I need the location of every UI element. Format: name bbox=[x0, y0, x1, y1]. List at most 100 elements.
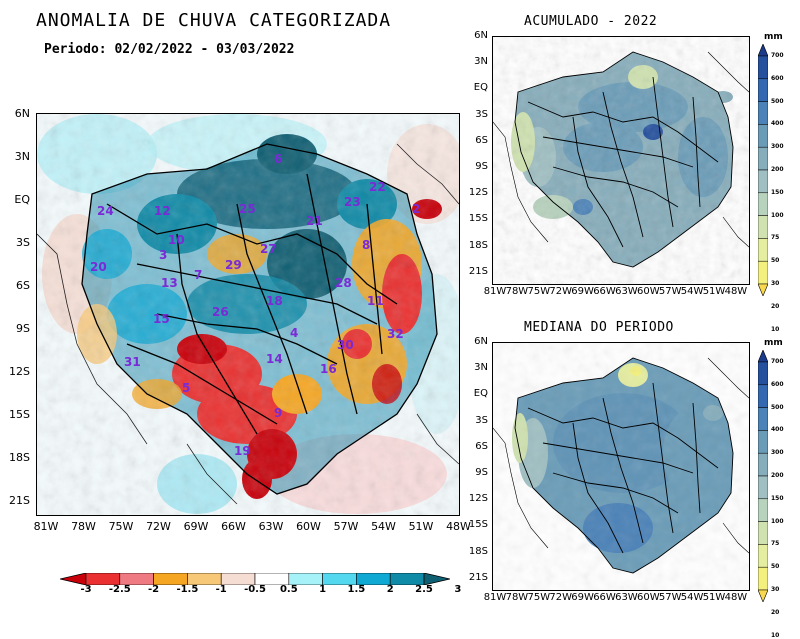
basin-label: 32 bbox=[387, 327, 404, 341]
precip-colorbar-tick-label: 10 bbox=[771, 325, 780, 333]
acumulado_map-lat-label: 15S bbox=[468, 213, 488, 225]
main-lon-label: 72W bbox=[146, 520, 171, 533]
precip-colorbar-segment bbox=[757, 407, 769, 431]
precip-colorbar-segment bbox=[757, 521, 769, 545]
precip-colorbar-arrow-bottom bbox=[757, 283, 769, 297]
acumulado_map-lat-label: 12S bbox=[468, 187, 488, 199]
precip-colorbar-segment bbox=[757, 384, 769, 408]
main-lon-label: 81W bbox=[33, 520, 59, 533]
anomaly-map-svg bbox=[37, 114, 459, 515]
basin-label: 26 bbox=[212, 305, 229, 319]
precip-colorbar-segment bbox=[757, 124, 769, 148]
colorbar-tick-label: 3 bbox=[454, 584, 462, 595]
acumulado_map-lon-label: 63W bbox=[615, 286, 638, 297]
colorbar-tick-label: 1 bbox=[319, 584, 327, 595]
mediana_map-lat-label: 3S bbox=[475, 414, 488, 426]
precip-colorbar-tick-label: 600 bbox=[771, 380, 784, 388]
precip-colorbar-segment bbox=[757, 238, 769, 262]
precip-colorbar-tick-label: 700 bbox=[771, 358, 784, 365]
main-lat-label: 15S bbox=[9, 408, 30, 421]
main-lon-label: 75W bbox=[108, 520, 134, 533]
acumulado_map-lat-label: 18S bbox=[468, 239, 488, 251]
precip-colorbar-segment bbox=[757, 544, 769, 568]
main-lat-label: 9S bbox=[16, 322, 30, 335]
anomaly-map bbox=[36, 113, 460, 516]
precip-unit-bottom: mm bbox=[764, 338, 783, 348]
mediana_map-lon-label: 54W bbox=[680, 592, 704, 603]
mediana_map-lon-label: 72W bbox=[549, 592, 572, 603]
precip-colorbar-segment bbox=[757, 452, 769, 477]
basin-label: 11 bbox=[367, 294, 384, 308]
precip-colorbar-segment bbox=[757, 55, 769, 80]
precip-colorbar-top bbox=[757, 43, 769, 297]
colorbar-arrow-right bbox=[423, 572, 451, 586]
mediana_map-lon-label: 81W bbox=[483, 592, 507, 603]
main-map-title: ANOMALIA DE CHUVA CATEGORIZADA bbox=[36, 10, 392, 31]
acumulado_map-lat-label: 9S bbox=[475, 161, 488, 172]
acumulado_map-lon-label: 48W bbox=[724, 286, 748, 297]
anomaly-colorbar-svg bbox=[59, 572, 451, 586]
colorbar-tick-label: -0.5 bbox=[244, 584, 266, 595]
precip-colorbar-tick-label: 500 bbox=[771, 403, 784, 411]
precip-colorbar-tick-label: 100 bbox=[771, 211, 784, 219]
mediana_map-lat-label: 6S bbox=[475, 440, 488, 452]
main-lat-label: 3N bbox=[14, 150, 30, 163]
acumulado_map-lon-label: 60W bbox=[636, 286, 660, 297]
basin-label: 5 bbox=[182, 381, 191, 395]
precip-colorbar-segment bbox=[757, 430, 769, 454]
mediana_map-lon-label: 57W bbox=[658, 592, 682, 603]
precip-colorbar-arrow-top bbox=[757, 43, 769, 57]
basin-label: 27 bbox=[260, 242, 277, 256]
basin-label: 2 bbox=[412, 202, 421, 216]
basin-label: 15 bbox=[153, 312, 170, 326]
precip-colorbar-segment bbox=[757, 260, 769, 285]
main-lat-label: 6S bbox=[16, 279, 30, 292]
main-lat-label: 6N bbox=[14, 107, 30, 120]
basin-label: 16 bbox=[320, 362, 337, 376]
basin-label: 29 bbox=[225, 258, 242, 272]
precip-colorbar-tick-label: 30 bbox=[771, 586, 780, 593]
colorbar-tick-label: -2 bbox=[148, 584, 160, 595]
mediana_map-lat-label: 3N bbox=[474, 362, 488, 374]
main-lat-label: 3S bbox=[16, 236, 30, 249]
basin-label: 12 bbox=[154, 204, 171, 218]
acumulado-map bbox=[492, 36, 750, 285]
anomaly-colorbar bbox=[59, 570, 451, 586]
precip-colorbar-bottom-svg bbox=[757, 349, 769, 603]
main-lon-label: 57W bbox=[333, 520, 359, 533]
acumulado_map-lat-label: 6S bbox=[475, 134, 488, 146]
basin-label: 4 bbox=[290, 326, 299, 340]
precip-colorbar-tick-label: 400 bbox=[771, 120, 784, 128]
basin-label: 30 bbox=[337, 338, 354, 352]
precip-colorbar-tick-label: 200 bbox=[771, 472, 784, 479]
colorbar-tick-label: 0.5 bbox=[279, 584, 298, 595]
period-label: Periodo: 02/02/2022 - 03/03/2022 bbox=[44, 42, 295, 57]
colorbar-tick-label: -3 bbox=[80, 584, 92, 595]
acumulado_map-lon-label: 78W bbox=[505, 286, 529, 297]
acumulado_map-lon-label: 54W bbox=[680, 286, 704, 297]
acumulado_map-lat-label: 6N bbox=[474, 30, 488, 41]
acumulado_map-lon-label: 51W bbox=[702, 286, 726, 297]
main-lon-label: 78W bbox=[71, 520, 96, 533]
precip-colorbar-segment bbox=[757, 475, 769, 500]
precip-colorbar-segment bbox=[757, 215, 769, 239]
precip-colorbar-segment bbox=[757, 78, 769, 102]
basin-label: 21 bbox=[306, 214, 323, 228]
basin-label: 25 bbox=[239, 202, 256, 216]
colorbar-tick-label: 1.5 bbox=[347, 584, 366, 595]
mediana-map-svg bbox=[493, 343, 749, 590]
precip-unit-top: mm bbox=[764, 32, 783, 42]
main-lon-label: 69W bbox=[183, 520, 209, 533]
basin-label: 20 bbox=[90, 260, 107, 274]
basin-label: 13 bbox=[161, 276, 178, 290]
precip-colorbar-segment bbox=[757, 146, 769, 171]
acumulado_map-lon-label: 57W bbox=[658, 286, 682, 297]
precip-colorbar-arrow-top bbox=[757, 349, 769, 363]
colorbar-tick-label: 2 bbox=[386, 584, 394, 595]
precip-colorbar-tick-label: 700 bbox=[771, 52, 784, 59]
mediana-title: MEDIANA DO PERIODO bbox=[524, 320, 674, 335]
precip-colorbar-bottom bbox=[757, 349, 769, 603]
precip-colorbar-tick-label: 30 bbox=[771, 280, 780, 287]
precip-colorbar-tick-label: 75 bbox=[771, 234, 780, 242]
acumulado_map-lat-label: EQ bbox=[473, 82, 488, 94]
